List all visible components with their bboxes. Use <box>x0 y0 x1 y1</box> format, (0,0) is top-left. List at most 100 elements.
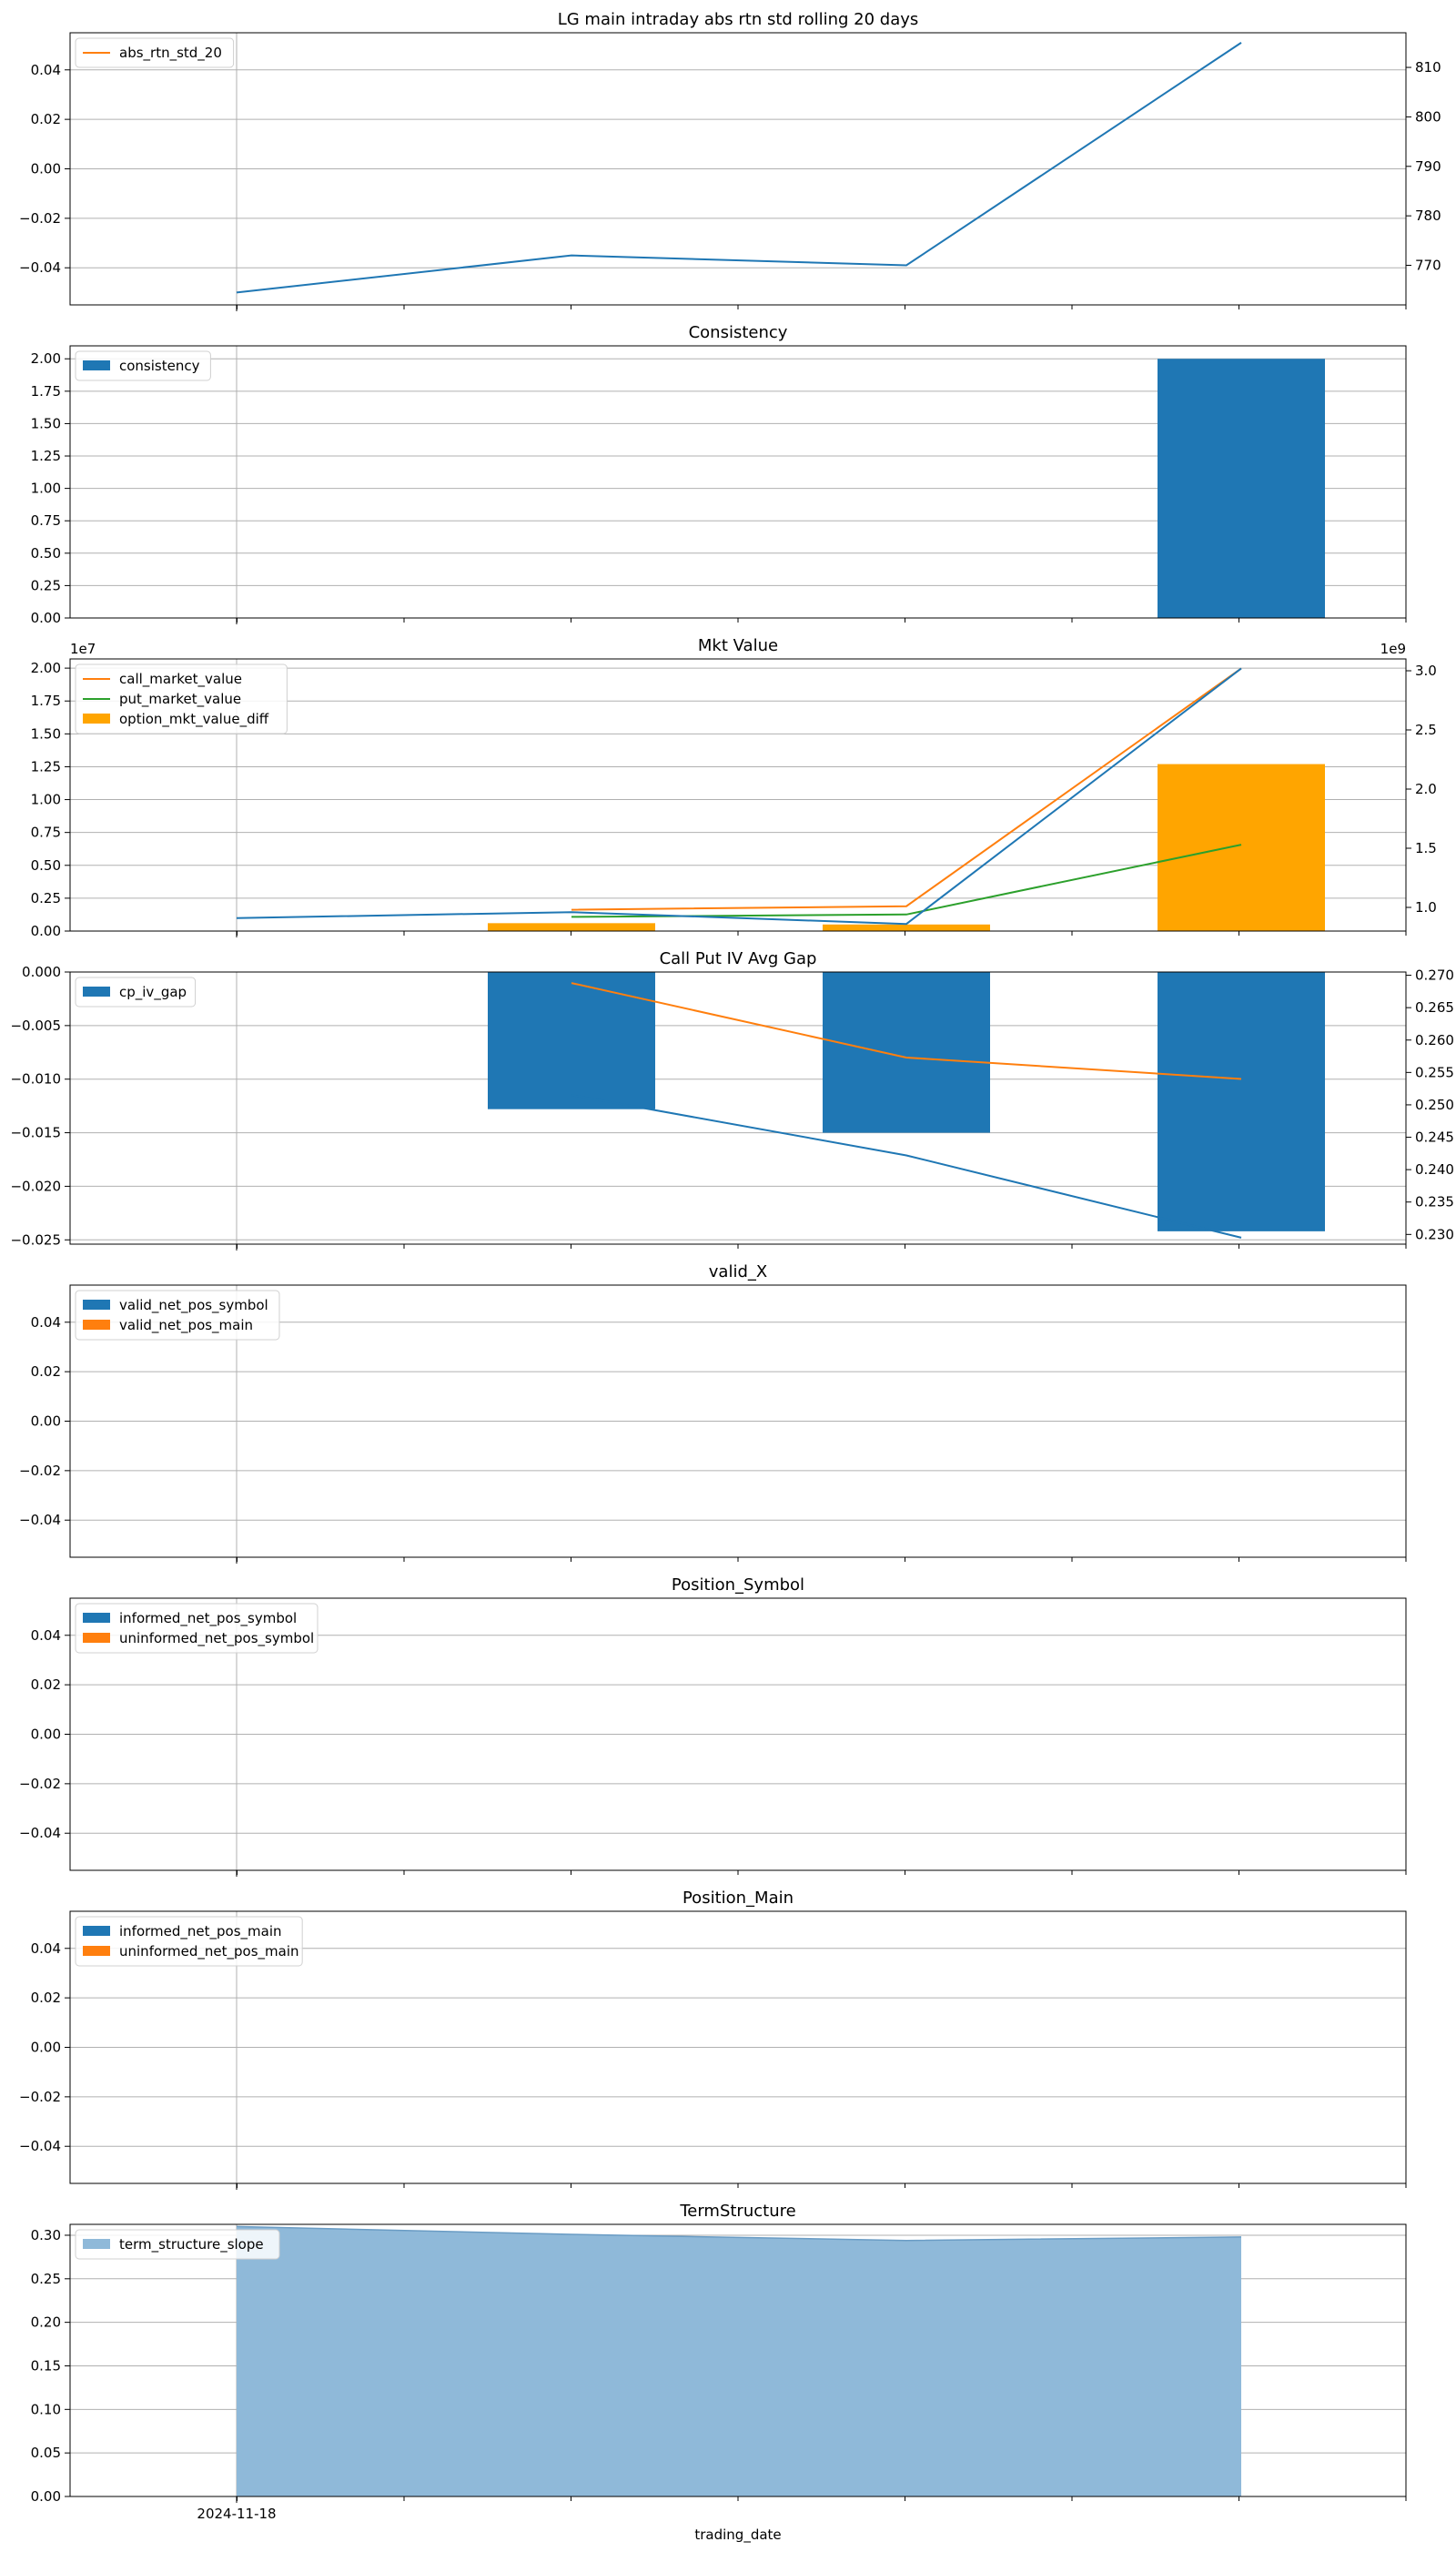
y-tick-label: 1.00 <box>31 481 61 497</box>
y-tick-label: 0.15 <box>31 2357 61 2374</box>
chart-title: Consistency <box>689 323 788 342</box>
legend-box <box>75 2229 280 2260</box>
y-tick-label: 0.02 <box>31 1676 61 1693</box>
x-axis-label: trading_date <box>694 2527 781 2544</box>
y2-tick-label: 780 <box>1415 208 1441 224</box>
area-term_structure_slope <box>237 2226 1241 2496</box>
legend-box <box>75 1916 303 1967</box>
y-tick-label: −0.02 <box>19 1776 61 1792</box>
axes-frame <box>69 32 1407 306</box>
chart-panel-consistency: Consistency 0.00 0.25 0.50 0.75 1.00 1.25 1.50 1… <box>31 323 1407 626</box>
legend-patch-swatch <box>83 1946 110 1956</box>
y-tick-label: 0.04 <box>31 1627 61 1644</box>
x-tick-label: 2024-11-18 <box>197 2506 276 2522</box>
legend-patch-swatch <box>83 1320 110 1330</box>
y-tick-label: 0.00 <box>31 1413 61 1430</box>
y2-tick-label: 0.240 <box>1415 1161 1454 1178</box>
y2-tick-label: 770 <box>1415 258 1441 274</box>
y-tick-label: 1.25 <box>31 758 61 775</box>
axes-frame <box>69 1284 1407 1558</box>
axes-frame <box>69 971 1407 1245</box>
legend-patch-swatch <box>83 1300 110 1310</box>
y-tick-label: −0.02 <box>19 2089 61 2105</box>
y-tick-label: 0.05 <box>31 2445 61 2461</box>
y2-tick-label: 2.0 <box>1415 781 1437 797</box>
axes-frame <box>69 1597 1407 1871</box>
y2-tick-label: 0.245 <box>1415 1129 1454 1146</box>
bar-option_mkt_value_diff <box>823 924 990 931</box>
legend-patch-swatch <box>83 1633 110 1643</box>
y-tick-label: −0.04 <box>19 1512 61 1528</box>
y-tick-label: 1.75 <box>31 383 61 400</box>
chart-panel-cp_iv: Call Put IV Avg Gap −0.025 −0.020 −0.015 −0.… <box>10 949 1454 1251</box>
y2-tick-label: 3.0 <box>1415 663 1437 679</box>
y2-tick-label: 0.270 <box>1415 967 1454 984</box>
legend-box <box>75 977 197 1008</box>
y2-tick-label: 0.265 <box>1415 999 1454 1016</box>
legend-label: informed_net_pos_symbol <box>119 1610 297 1627</box>
line-series1 <box>571 1094 1242 1239</box>
legend-patch-swatch <box>83 1926 110 1936</box>
y-tick-label: 0.00 <box>31 923 61 939</box>
y-tick-label: −0.025 <box>10 1231 61 1248</box>
y-tick-label: 0.30 <box>31 2227 61 2243</box>
legend-box <box>75 350 211 381</box>
legend-patch-swatch <box>83 1613 110 1623</box>
y-tick-label: 0.25 <box>31 2271 61 2287</box>
y-tick-label: 0.50 <box>31 545 61 562</box>
legend-label: valid_net_pos_main <box>119 1317 253 1334</box>
area-edge <box>236 2225 1242 2242</box>
line-series1 <box>236 42 1242 294</box>
chart-panel-term: TermStructure 0.00 0.05 0.10 0.15 0.20 0.25 0.3… <box>31 2202 1407 2505</box>
bar-cp_iv_gap <box>823 972 990 1133</box>
y-tick-label: 1.75 <box>31 693 61 709</box>
y-tick-label: −0.020 <box>10 1178 61 1194</box>
y2-tick-label: 0.260 <box>1415 1032 1454 1048</box>
bar-cp_iv_gap <box>1158 972 1325 1231</box>
y-tick-label: 0.75 <box>31 825 61 841</box>
legend-label: informed_net_pos_main <box>119 1923 282 1940</box>
y-tick-label: 0.04 <box>31 1314 61 1331</box>
bar-cp_iv_gap <box>488 972 655 1109</box>
legend-patch-swatch <box>83 714 110 724</box>
legend-label: valid_net_pos_symbol <box>119 1297 268 1314</box>
legend-label: put_market_value <box>119 691 241 708</box>
y-tick-label: 0.00 <box>31 2040 61 2056</box>
y-tick-label: 0.25 <box>31 577 61 593</box>
y-tick-label: 2.00 <box>31 350 61 367</box>
y-tick-label: 1.50 <box>31 725 61 742</box>
y-tick-label: 0.10 <box>31 2401 61 2417</box>
legend-label: term_structure_slope <box>119 2236 264 2253</box>
y-tick-label: 0.00 <box>31 161 61 177</box>
y-offset-label: 1e7 <box>70 641 96 657</box>
y-tick-label: 0.000 <box>22 964 61 980</box>
axes-frame <box>69 2223 1407 2497</box>
y-tick-label: 1.25 <box>31 448 61 464</box>
chart-panel-abs_rtn: LG main intraday abs rtn std rolling 20 … <box>19 10 1441 311</box>
y2-tick-label: 810 <box>1415 59 1441 76</box>
chart-title: Call Put IV Avg Gap <box>660 949 817 968</box>
chart-title: Position_Main <box>682 1889 794 1908</box>
legend-label: cp_iv_gap <box>119 984 187 1001</box>
legend-patch-swatch <box>83 360 110 370</box>
chart-panel-valid_x: valid_X −0.04 −0.02 0.00 0.02 0.04 valid_net_p… <box>19 1262 1407 1564</box>
y-tick-label: 0.25 <box>31 890 61 906</box>
legend-label: abs_rtn_std_20 <box>119 45 222 62</box>
y-tick-label: 0.02 <box>31 111 61 127</box>
y-tick-label: 1.00 <box>31 792 61 808</box>
axes-frame <box>69 1910 1407 2184</box>
y-tick-label: −0.02 <box>19 210 61 227</box>
y-tick-label: 0.04 <box>31 1940 61 1957</box>
y2-offset-label: 1e9 <box>1380 641 1406 657</box>
y-tick-label: 1.50 <box>31 415 61 431</box>
legend-box <box>75 1603 318 1654</box>
chart-title: LG main intraday abs rtn std rolling 20 … <box>558 10 919 29</box>
chart-panel-mkt_value: Mkt Value 0.00 0.25 0.50 0.75 1.00 1.25 1.50 1.7… <box>31 636 1437 939</box>
y2-tick-label: 0.230 <box>1415 1226 1454 1242</box>
legend-label: uninformed_net_pos_symbol <box>119 1630 314 1647</box>
legend-label: consistency <box>119 358 200 374</box>
legend-box <box>75 1290 280 1341</box>
y2-tick-label: 1.0 <box>1415 899 1437 916</box>
y-tick-label: −0.04 <box>19 2138 61 2154</box>
axes-frame <box>69 658 1407 932</box>
